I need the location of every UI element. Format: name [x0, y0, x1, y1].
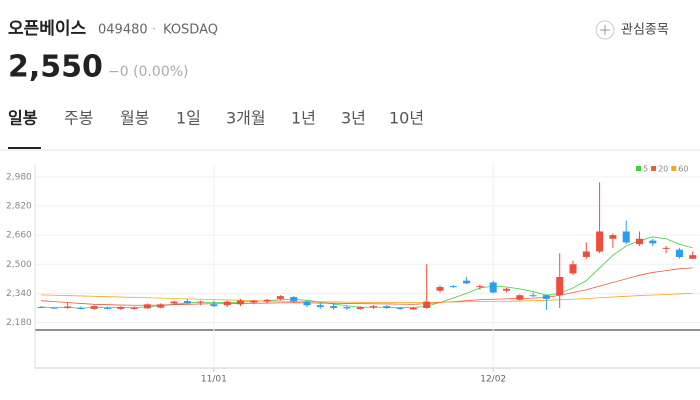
x-tick-label: 12/02	[480, 375, 506, 385]
candle-body	[37, 307, 45, 309]
tab[interactable]: 3년	[341, 109, 366, 128]
candle-body	[343, 307, 351, 309]
tab[interactable]: 3개월	[226, 109, 266, 128]
candle-body	[50, 307, 58, 309]
candle-body	[436, 287, 444, 291]
candle-body	[476, 286, 484, 288]
candle-body	[675, 249, 683, 257]
candle-body	[396, 307, 404, 309]
candle-body	[77, 307, 85, 309]
moving-average	[40, 292, 693, 303]
y-tick-label: 2,340	[6, 289, 32, 299]
tab[interactable]: 1일	[176, 109, 201, 128]
candle-body	[463, 280, 471, 284]
change: −0 (0.00%)	[108, 64, 189, 80]
candle-body	[290, 297, 298, 302]
candle-body	[636, 238, 643, 245]
candle-body	[409, 307, 417, 310]
candle-body	[383, 306, 391, 308]
legend-swatch	[671, 166, 677, 171]
legend-label: 20	[658, 165, 668, 174]
candle-body	[542, 295, 550, 299]
market: KOSDAQ	[163, 23, 218, 38]
legend-label: 60	[678, 165, 688, 174]
plus	[600, 25, 610, 35]
tab[interactable]: 월봉	[120, 109, 149, 128]
y-tick-label: 2,180	[6, 318, 32, 328]
candle-body	[609, 235, 617, 239]
candle-body	[276, 296, 284, 299]
candle-body	[316, 305, 324, 308]
candle-body	[223, 301, 231, 306]
candle-body	[263, 299, 271, 302]
moving-average	[40, 267, 693, 306]
separator: ·	[152, 23, 156, 38]
candle-body	[689, 255, 697, 259]
stock-code: 049480	[98, 23, 148, 38]
candle-body	[423, 301, 431, 308]
candle-body	[330, 306, 338, 308]
legend-swatch	[636, 166, 641, 171]
candle-body	[356, 307, 364, 309]
candle-body	[117, 307, 125, 309]
candle-body	[143, 304, 151, 309]
candle-body	[303, 301, 311, 306]
candle-body	[157, 304, 165, 308]
candle-body	[662, 247, 670, 249]
candle-body	[516, 295, 524, 300]
candle-body	[449, 286, 457, 288]
candle-body	[197, 301, 205, 303]
legend-swatch	[651, 166, 657, 171]
tab[interactable]: 일봉	[8, 109, 38, 128]
y-tick-label: 2,660	[6, 231, 32, 241]
tab[interactable]: 1년	[291, 109, 316, 128]
candle-body	[596, 231, 604, 252]
candle-body	[503, 288, 510, 291]
candle-body	[622, 231, 630, 243]
candle-body	[90, 306, 98, 309]
candle-body	[64, 306, 72, 308]
candle-body	[237, 300, 244, 305]
tab[interactable]: 주봉	[64, 109, 93, 128]
candle-body	[582, 251, 590, 257]
watch-button[interactable]: 관심종목	[595, 20, 669, 40]
candle-body	[210, 304, 218, 307]
y-tick-label: 2,500	[6, 260, 32, 270]
candle-body	[130, 307, 138, 309]
x-tick-label: 11/01	[201, 375, 227, 385]
candle-body	[250, 300, 258, 303]
candle-body	[529, 295, 537, 297]
candle-body	[489, 282, 497, 293]
y-tick-label: 2,980	[6, 172, 32, 182]
tab[interactable]: 10년	[389, 109, 424, 128]
tabs: 일봉 주봉 월봉 1일 3개월 1년 3년 10년	[8, 109, 424, 128]
candle-body	[104, 307, 111, 309]
legend-label: 5	[643, 165, 648, 174]
watch-label: 관심종목	[621, 23, 669, 38]
watch-icon	[595, 20, 615, 40]
price: 2,550	[8, 50, 103, 85]
candle-body	[183, 301, 191, 304]
candle-body	[556, 277, 564, 296]
stock-name: 오픈베이스	[8, 19, 87, 39]
candle-body	[649, 240, 657, 244]
candle-body	[569, 264, 577, 274]
candle-body	[370, 306, 377, 308]
candle-body	[170, 301, 178, 304]
y-tick-label: 2,820	[6, 201, 32, 211]
